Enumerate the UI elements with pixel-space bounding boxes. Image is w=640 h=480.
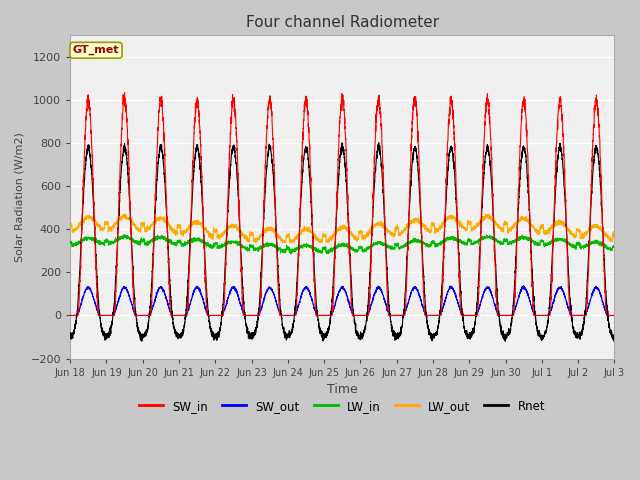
X-axis label: Time: Time: [327, 383, 358, 396]
Text: GT_met: GT_met: [73, 45, 119, 55]
Title: Four channel Radiometer: Four channel Radiometer: [246, 15, 439, 30]
Legend: SW_in, SW_out, LW_in, LW_out, Rnet: SW_in, SW_out, LW_in, LW_out, Rnet: [135, 395, 550, 417]
Y-axis label: Solar Radiation (W/m2): Solar Radiation (W/m2): [15, 132, 25, 262]
